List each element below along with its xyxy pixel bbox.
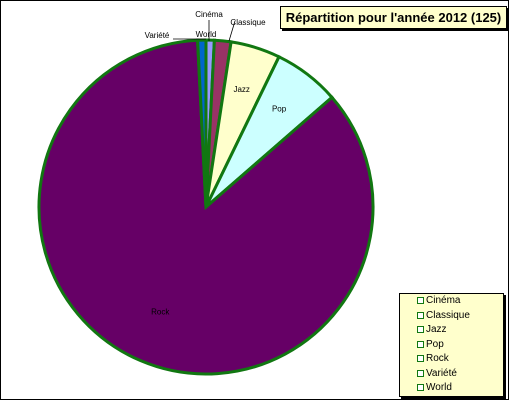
legend-swatch — [417, 341, 424, 348]
legend-swatch — [417, 297, 424, 304]
slice-label: Variété — [145, 31, 170, 40]
legend-label: Classique — [426, 310, 470, 321]
legend-label: Pop — [426, 339, 444, 350]
slice-label: World — [196, 30, 217, 39]
legend: Cinéma Classique Jazz Pop Rock Variété W… — [399, 293, 504, 397]
slice-label: Classique — [230, 18, 266, 27]
legend-swatch — [417, 326, 424, 333]
legend-item-classique: Classique — [417, 309, 470, 323]
legend-item-world: World — [417, 381, 452, 395]
legend-label: Jazz — [426, 324, 447, 335]
legend-label: World — [426, 382, 452, 393]
pie-slice-world — [196, 38, 208, 208]
pie-slice-rock — [37, 38, 375, 376]
slice-label: Jazz — [233, 85, 249, 94]
legend-item-pop: Pop — [417, 338, 444, 352]
legend-swatch — [417, 370, 424, 377]
legend-item-rock: Rock — [417, 352, 449, 366]
legend-label: Cinéma — [426, 295, 461, 306]
legend-item-cinema: Cinéma — [417, 294, 461, 308]
legend-label: Variété — [426, 368, 457, 379]
chart-title: Répartition pour l'année 2012 (125) — [280, 6, 507, 29]
leader-line — [228, 20, 236, 42]
legend-swatch — [417, 355, 424, 362]
legend-swatch — [417, 384, 424, 391]
legend-item-jazz: Jazz — [417, 323, 447, 337]
legend-item-variete: Variété — [417, 367, 457, 381]
slice-label: Pop — [272, 105, 287, 114]
slice-label: Rock — [151, 308, 170, 317]
legend-swatch — [417, 312, 424, 319]
slice-label: Cinéma — [195, 10, 223, 19]
legend-label: Rock — [426, 353, 449, 364]
